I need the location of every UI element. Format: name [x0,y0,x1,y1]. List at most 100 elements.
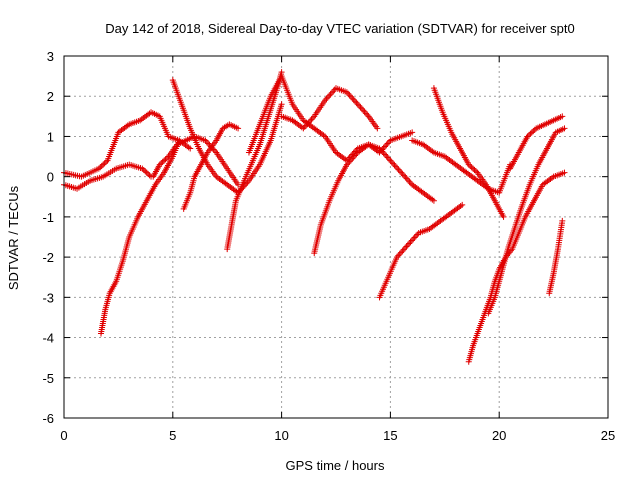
series-track-12 [409,137,514,196]
data-point [350,96,357,103]
data-point [163,154,170,161]
data-point [470,165,477,172]
data-point [98,162,105,169]
data-point [404,242,411,249]
data-points [61,69,568,365]
data-point [398,249,405,256]
data-point [407,239,414,246]
data-point [459,201,466,208]
grid-lines [64,56,608,418]
y-tick-label: -2 [42,250,54,265]
data-point [159,158,166,165]
y-tick-label: -1 [42,210,54,225]
data-point [95,165,102,172]
y-axis-label: SDTVAR / TECUs [6,185,21,290]
data-point [467,162,474,169]
data-point [142,168,149,175]
data-point [559,217,566,224]
data-point [398,169,405,176]
data-point [384,154,391,161]
y-tick-label: 2 [47,89,54,104]
x-tick-label: 20 [492,428,506,443]
data-point [324,94,331,101]
data-point [384,140,391,147]
data-point [326,92,333,99]
data-point [388,159,395,166]
data-point [406,178,413,185]
series-track-11 [376,201,466,301]
series-track-02 [61,109,194,180]
data-point [235,125,242,132]
data-point [346,92,353,99]
data-point [364,111,371,118]
y-tick-label: -3 [42,290,54,305]
y-tick-label: 3 [47,49,54,64]
series-track-17 [546,217,566,297]
series-track-15 [485,125,568,317]
data-point [395,166,402,173]
data-point [374,125,381,132]
data-point [465,161,472,168]
y-tick-label: -6 [42,411,54,426]
data-point [412,232,419,239]
data-point [103,158,110,165]
data-point [430,197,437,204]
data-point [402,174,409,181]
data-point [402,245,409,252]
data-point [383,153,390,160]
series-track-05 [169,77,285,196]
data-point [399,248,406,255]
data-point [140,166,147,173]
data-point [559,113,566,120]
data-point [403,243,410,250]
data-point [362,110,369,117]
data-point [360,107,367,114]
y-tick-label: 0 [47,170,54,185]
data-point [500,213,507,220]
x-tick-label: 15 [383,428,397,443]
data-point [411,234,418,241]
series-track-10 [311,141,437,257]
plot-frame [63,55,609,419]
data-point [391,162,398,169]
tick-labels: 0 5 10 15 20 25 -6 -5 -4 -3 -2 -1 0 1 2 3 [42,49,615,443]
data-point [400,246,407,253]
data-point [396,168,403,175]
data-point [390,160,397,167]
x-tick-label: 5 [169,428,176,443]
data-point [471,166,478,173]
series-track-06 [180,121,242,212]
data-point [97,164,104,171]
data-point [394,165,401,172]
data-point [162,156,169,163]
data-point [356,102,363,109]
data-point [381,151,388,158]
data-point [327,91,334,98]
data-point [158,160,165,167]
data-point [381,143,388,150]
x-tick-label: 10 [274,428,288,443]
data-point [396,251,403,258]
data-point [354,101,361,108]
data-point [143,169,150,176]
data-point [161,157,168,164]
y-tick-label: 1 [47,129,54,144]
series-track-16 [507,113,566,172]
data-point [472,168,479,175]
series-track-08 [245,73,416,164]
data-point [561,125,568,132]
data-point [139,165,146,172]
data-point [524,133,531,140]
data-point [328,89,335,96]
data-point [353,99,360,106]
data-point [527,130,534,137]
data-point [361,108,368,115]
data-point [101,160,108,167]
data-point [408,237,415,244]
data-point [401,172,407,179]
data-point [187,145,194,152]
data-point [358,105,365,112]
data-point [525,132,532,139]
data-point [407,180,414,187]
